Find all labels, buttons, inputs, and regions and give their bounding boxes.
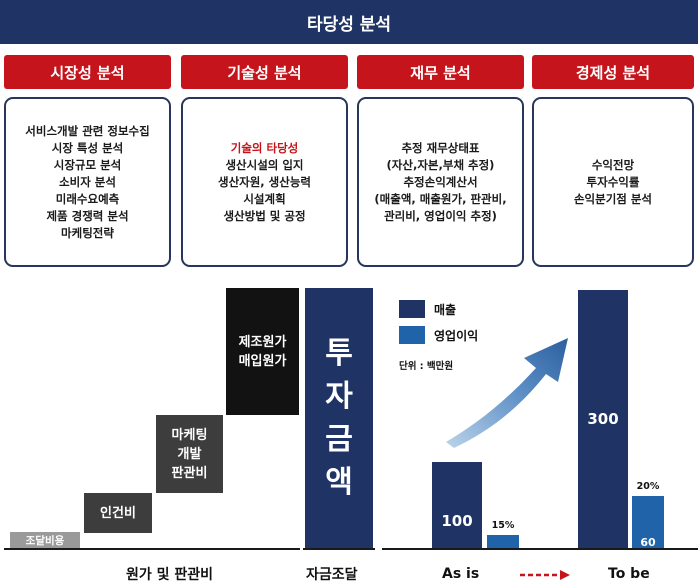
step-label: 판관비 [171,465,208,481]
technical-analysis-box: 기술의 타당성 생산시설의 입지 생산자원, 생산능력 시설계획 생산방법 및 … [181,97,348,267]
investment-amount-bar: 투 자 금 액 [305,288,373,548]
box-item: 생산시설의 입지 [225,157,304,172]
page-title: 타당성 분석 [306,14,392,35]
tab-financial-analysis: 재무 분석 [357,55,524,89]
box-item: 관리비, 영업이익 추정) [384,208,497,223]
title-banner: 타당성 분석 [0,0,698,44]
market-analysis-box: 서비스개발 관련 정보수집 시장 특성 분석 시장규모 분석 소비자 분석 미래… [4,97,171,267]
transition-arrow-icon [520,570,570,580]
invest-char: 자 [325,379,353,414]
box-item: 미래수요예측 [55,191,120,206]
legend-label-sales: 매출 [434,303,457,317]
box-item: 손익분기점 분석 [573,191,653,206]
tab-label: 재무 분석 [410,63,471,82]
legend-label-profit: 영업이익 [434,329,479,343]
growth-arrow-icon [446,338,568,448]
bar-profit-to-be: 60 [632,496,664,550]
invest-char: 금 [325,422,353,457]
box-item: 소비자 분석 [59,174,116,189]
step-procurement-cost: 조달비용 [10,532,80,548]
bar-profit-as-is: 15 [487,535,519,561]
box-item: 수익전망 [591,157,635,172]
funding-axis-label: 자금조달 [306,567,358,583]
box-item: 시장규모 분석 [53,157,122,172]
legend-swatch-sales [399,300,425,318]
unit-label: 단위 : 백만원 [399,361,454,372]
step-label: 인건비 [100,505,136,521]
box-item: (매출액, 매출원가, 판관비, [374,191,507,206]
tab-technical-analysis: 기술성 분석 [181,55,348,89]
funding-baseline [303,548,375,550]
box-item: 제품 경쟁력 분석 [46,208,129,223]
bar-value-label: 60 [640,536,656,550]
step-label: 매입원가 [238,353,287,369]
tab-label: 기술성 분석 [227,63,302,82]
box-item: 생산방법 및 공정 [223,208,306,223]
tab-label: 시장성 분석 [50,63,125,82]
invest-char: 액 [325,465,353,500]
cost-axis-label: 원가 및 판관비 [126,567,214,583]
box-item: 시장 특성 분석 [51,140,124,155]
box-item: 추정손익계산서 [403,174,478,189]
bar-value-label: 300 [587,410,619,428]
step-labor-cost: 인건비 [84,493,152,533]
x-label-as-is: As is [442,566,480,582]
legend-swatch-profit [399,326,425,344]
tab-market-analysis: 시장성 분석 [4,55,171,89]
step-manufacturing-purchase-cost: 제조원가 매입원가 [226,288,299,415]
financial-analysis-box: 추정 재무상태표 (자산,자본,부채 추정) 추정손익계산서 (매출액, 매출원… [357,97,524,267]
box-item: 추정 재무상태표 [401,140,480,155]
step-label: 개발 [177,446,202,462]
box-item: 시설계획 [243,191,286,206]
tab-economic-analysis: 경제성 분석 [532,55,694,89]
economic-analysis-box: 수익전망 투자수익률 손익분기점 분석 [532,97,694,267]
x-label-to-be: To be [608,566,650,582]
step-label: 마케팅 [171,427,208,443]
step-label: 제조원가 [238,334,287,350]
profit-pct-as-is: 15% [491,520,515,532]
bar-sales-as-is: 100 [432,462,482,548]
box-item: 서비스개발 관련 정보수집 [25,123,150,138]
box-item: 마케팅전략 [61,225,114,240]
bar-value-label: 100 [441,512,473,530]
box-item: 생산자원, 생산능력 [217,174,311,189]
box-item: (자산,자본,부채 추정) [386,157,495,172]
step-marketing-dev-sga: 마케팅 개발 판관비 [156,415,223,493]
cost-baseline [4,548,300,550]
bar-value-label: 15 [495,547,511,561]
bar-sales-to-be: 300 [578,290,628,548]
profit-pct-to-be: 20% [636,481,660,493]
invest-char: 투 [325,336,353,371]
step-label: 조달비용 [25,534,65,547]
chart-baseline [382,548,698,550]
tab-label: 경제성 분석 [575,63,651,82]
box-item-highlight: 기술의 타당성 [230,140,299,155]
box-item: 투자수익률 [586,174,640,189]
